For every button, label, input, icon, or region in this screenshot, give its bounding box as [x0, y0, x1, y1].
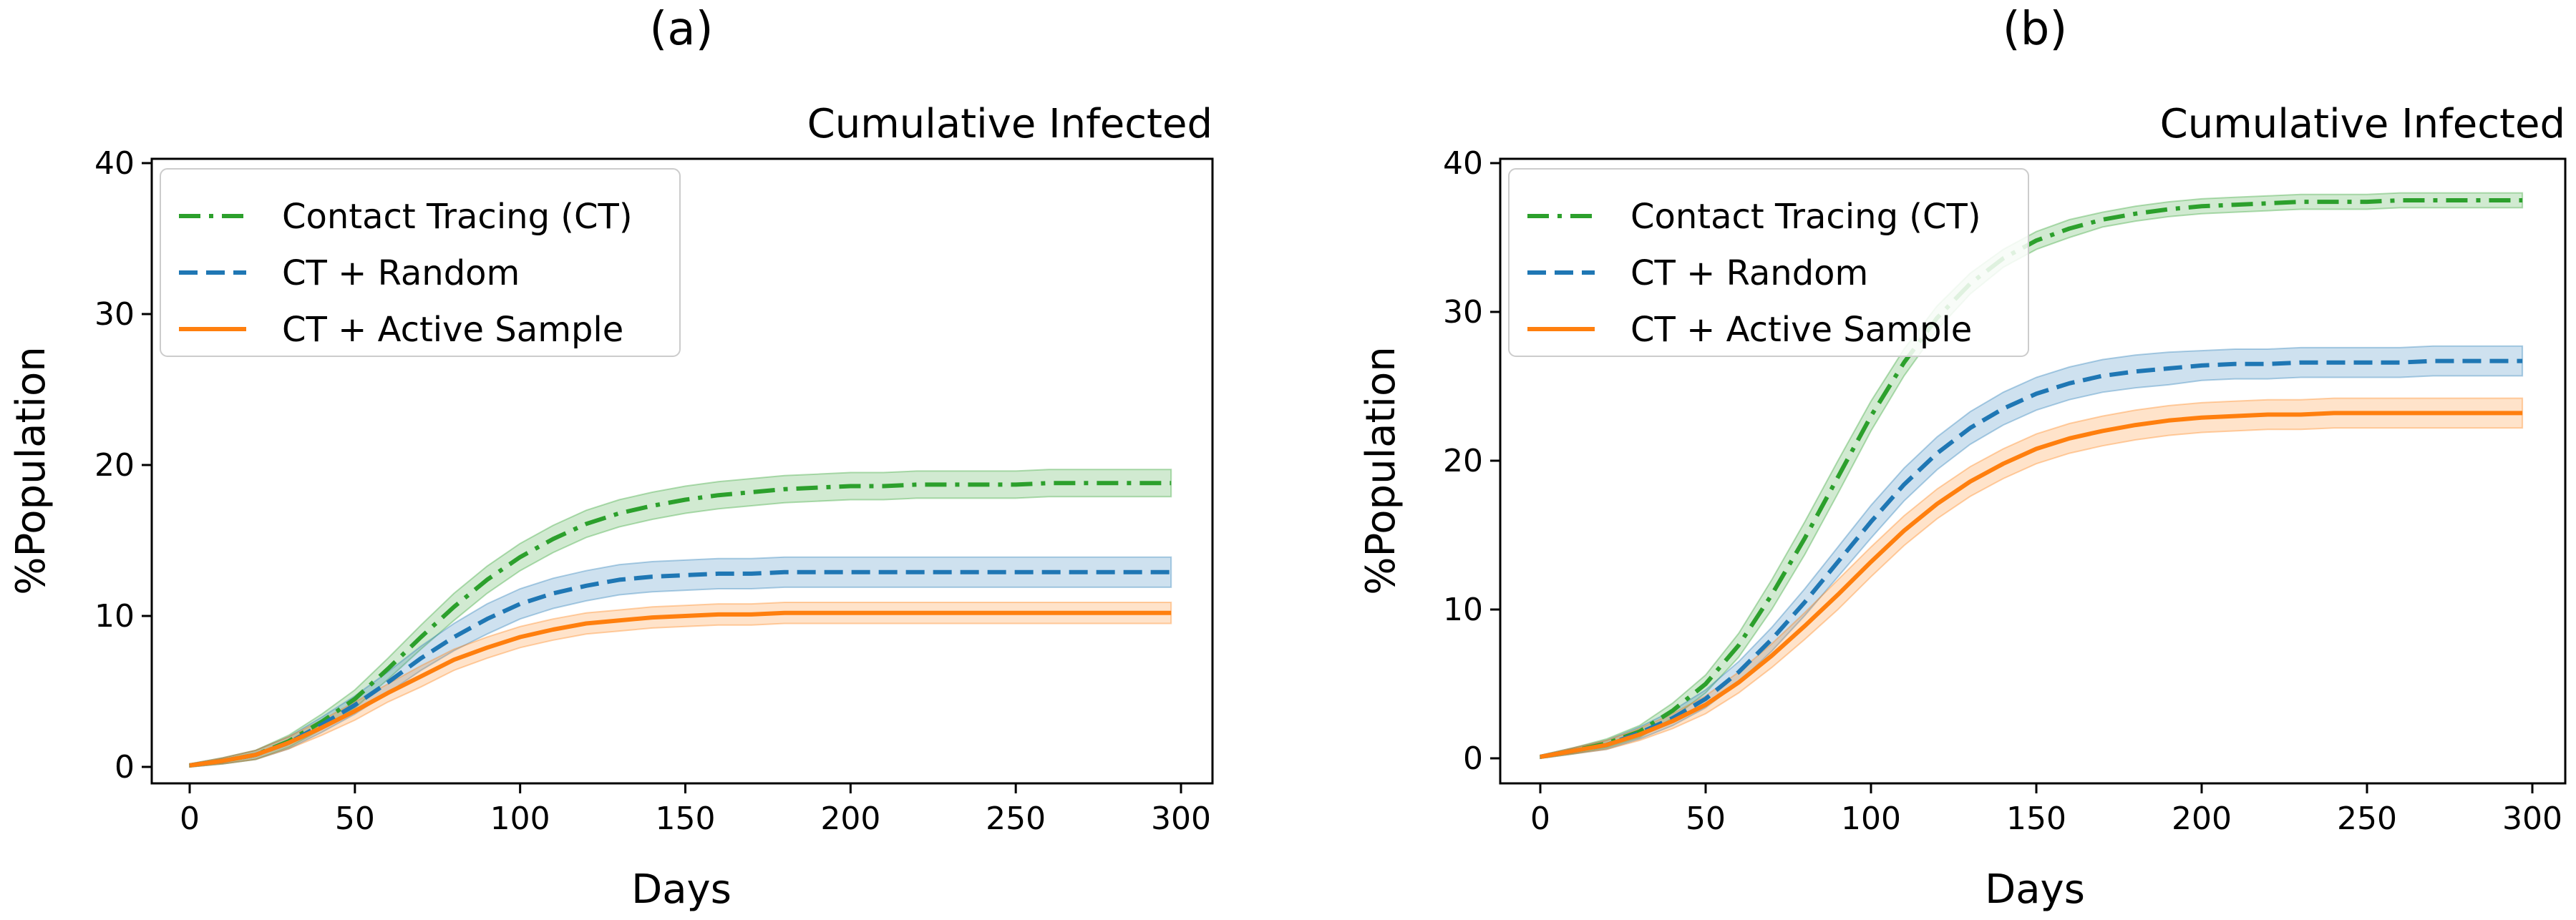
y-axis: 0 10 20 30 40: [1443, 145, 1500, 777]
chart-title: Cumulative Infected: [807, 101, 1212, 147]
x-tick-label: 250: [2337, 801, 2397, 837]
x-tick-label: 300: [1151, 801, 1211, 837]
y-tick-label: 40: [1443, 145, 1483, 182]
legend-label: CT + Random: [1630, 253, 1868, 293]
panel-a: (a) Cumulative Infected 0 50 100 150 200 250 3…: [8, 3, 1214, 913]
legend-label: CT + Random: [282, 253, 520, 293]
confidence-band: [1540, 192, 2524, 760]
x-tick-label: 150: [2006, 801, 2066, 837]
legend-box: [160, 168, 681, 357]
x-axis-label: Days: [1985, 866, 2085, 913]
series-line: [1540, 411, 2523, 759]
x-tick-label: 200: [820, 801, 880, 837]
x-tick-label: 0: [1530, 801, 1550, 837]
y-tick-label: 20: [94, 447, 135, 484]
chart-title: Cumulative Infected: [2160, 101, 2565, 147]
confidence-band: [189, 469, 1172, 768]
x-tick-label: 250: [986, 801, 1046, 837]
legend-label: Contact Tracing (CT): [282, 197, 633, 237]
confidence-band: [189, 556, 1172, 768]
confidence-bands: [1540, 192, 2524, 760]
panel-b: (b) Cumulative Infected 0 50 100 150 200 250 3…: [1358, 3, 2567, 913]
y-tick-label: 0: [115, 749, 135, 786]
series-line: [1540, 358, 2523, 759]
legend-label: CT + Active Sample: [282, 310, 623, 350]
confidence-band: [1540, 397, 2524, 760]
y-tick-label: 10: [1443, 592, 1483, 628]
legend: Contact Tracing (CT) CT + Random CT + Acti…: [160, 168, 681, 357]
series-line: [189, 610, 1172, 768]
y-axis-label: %Population: [1358, 346, 1404, 594]
series-lines: [189, 481, 1172, 768]
x-axis: 0 50 100 150 200 250 300: [180, 783, 1211, 837]
confidence-bands: [189, 469, 1172, 768]
legend-box: [1508, 168, 2029, 357]
y-tick-label: 0: [1463, 740, 1483, 777]
y-tick-label: 30: [1443, 294, 1483, 331]
y-tick-label: 20: [1443, 443, 1483, 479]
confidence-band: [1540, 345, 2524, 760]
legend-label: Contact Tracing (CT): [1630, 197, 1981, 237]
series-line: [1540, 198, 2523, 759]
x-tick-label: 200: [2172, 801, 2232, 837]
y-tick-label: 30: [94, 296, 135, 333]
legend-label: CT + Active Sample: [1630, 310, 1972, 350]
x-tick-label: 50: [1686, 801, 1726, 837]
y-tick-label: 40: [94, 145, 135, 182]
y-axis-label: %Population: [8, 346, 54, 594]
y-tick-label: 10: [94, 598, 135, 635]
series-lines: [1540, 198, 2523, 759]
x-axis: 0 50 100 150 200 250 300: [1530, 783, 2562, 837]
x-tick-label: 100: [490, 801, 550, 837]
plot-frame: [150, 157, 1214, 785]
panel-label: (b): [2003, 3, 2068, 56]
series-line: [189, 481, 1172, 768]
x-tick-label: 50: [335, 801, 375, 837]
panel-label: (a): [649, 3, 713, 56]
plot-frame: [1499, 157, 2567, 785]
confidence-band: [189, 602, 1172, 768]
y-axis: 0 10 20 30 40: [94, 145, 152, 786]
legend: Contact Tracing (CT) CT + Random CT + Acti…: [1508, 168, 2029, 357]
x-tick-label: 100: [1841, 801, 1901, 837]
series-line: [189, 569, 1172, 768]
x-tick-label: 150: [656, 801, 716, 837]
x-tick-label: 300: [2502, 801, 2562, 837]
x-tick-label: 0: [180, 801, 200, 837]
x-axis-label: Days: [631, 866, 732, 913]
